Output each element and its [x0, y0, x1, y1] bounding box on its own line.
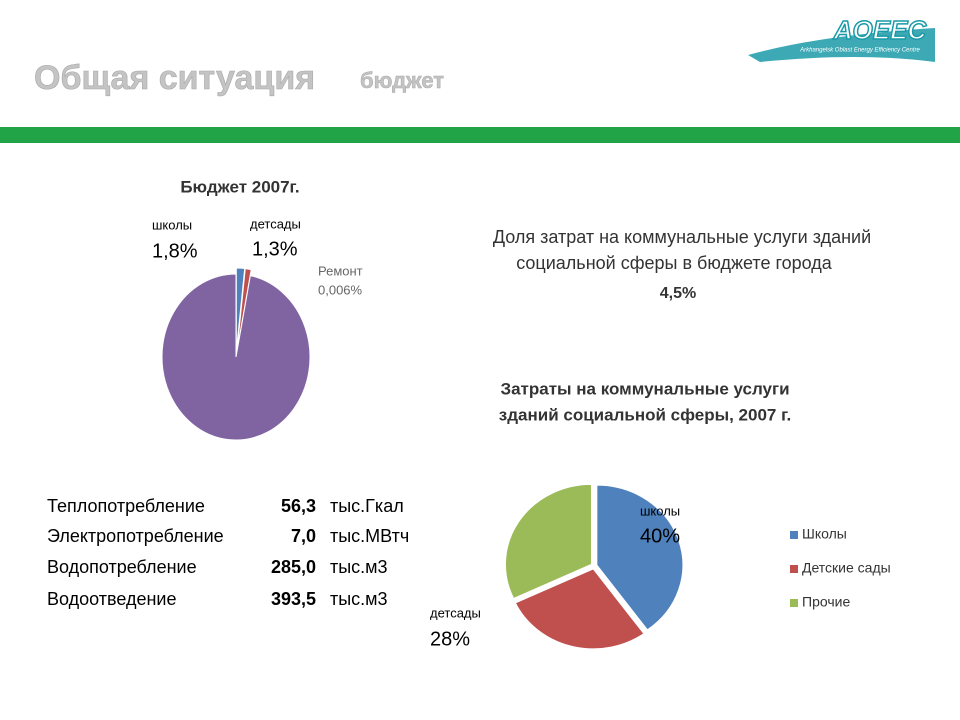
- logo-swoosh: [748, 28, 935, 62]
- legend-swatch: [790, 565, 798, 573]
- logo: AOEEC: [833, 15, 928, 45]
- pie-slice: [161, 273, 311, 441]
- slice-label-value: 0,006%: [318, 282, 363, 297]
- green-bar: [0, 127, 960, 143]
- row-value: 393,5: [271, 589, 316, 609]
- row-unit: тыс.м3: [330, 589, 388, 609]
- slice-label-name: детсады: [250, 216, 301, 231]
- chart-title: Затраты на коммунальные услуги: [500, 379, 789, 398]
- slide-subtitle: бюджет: [360, 68, 444, 93]
- slice-label-name: детсады: [430, 605, 481, 620]
- note-line: Доля затрат на коммунальные услуги здани…: [493, 227, 871, 247]
- row-value: 7,0: [291, 526, 316, 546]
- legend-label: Детские сады: [802, 560, 891, 576]
- slice-label-value: 40%: [640, 525, 680, 547]
- slice-label-name: Ремонт: [318, 263, 363, 278]
- row-label: Теплопотребление: [47, 496, 205, 516]
- note-line: социальной сферы в бюджете города: [516, 253, 833, 273]
- slice-label-value: 1,8%: [152, 240, 198, 262]
- note-value: 4,5%: [660, 285, 696, 302]
- slice-label-name: школы: [152, 217, 192, 232]
- row-value: 56,3: [281, 496, 316, 516]
- row-label: Водопотребление: [47, 557, 197, 577]
- chart-title: Бюджет 2007г.: [180, 177, 299, 196]
- slice-label-value: 1,3%: [252, 238, 298, 260]
- legend-swatch: [790, 599, 798, 607]
- chart-title: зданий социальной сферы, 2007 г.: [499, 405, 791, 424]
- pie-slice: [504, 483, 592, 600]
- row-unit: тыс.МВтч: [330, 526, 409, 546]
- pie-slice: [514, 568, 645, 650]
- slide-title: Общая ситуация: [34, 59, 315, 97]
- pie-slice: [235, 267, 246, 352]
- logo-caption: Arkhangelsk Oblast Energy Efficiency Cen…: [799, 48, 920, 54]
- row-label: Водоотведение: [47, 589, 177, 609]
- row-unit: тыс.Гкал: [330, 496, 404, 516]
- legend-label: Прочие: [802, 594, 850, 610]
- legend-swatch: [790, 531, 798, 539]
- slice-label-value: 28%: [430, 628, 470, 650]
- pie-slice: [596, 484, 684, 631]
- slice-label-name: школы: [640, 503, 680, 518]
- row-label: Электропотребление: [47, 526, 224, 546]
- legend-label: Школы: [802, 526, 847, 542]
- row-value: 285,0: [271, 557, 316, 577]
- row-unit: тыс.м3: [330, 557, 388, 577]
